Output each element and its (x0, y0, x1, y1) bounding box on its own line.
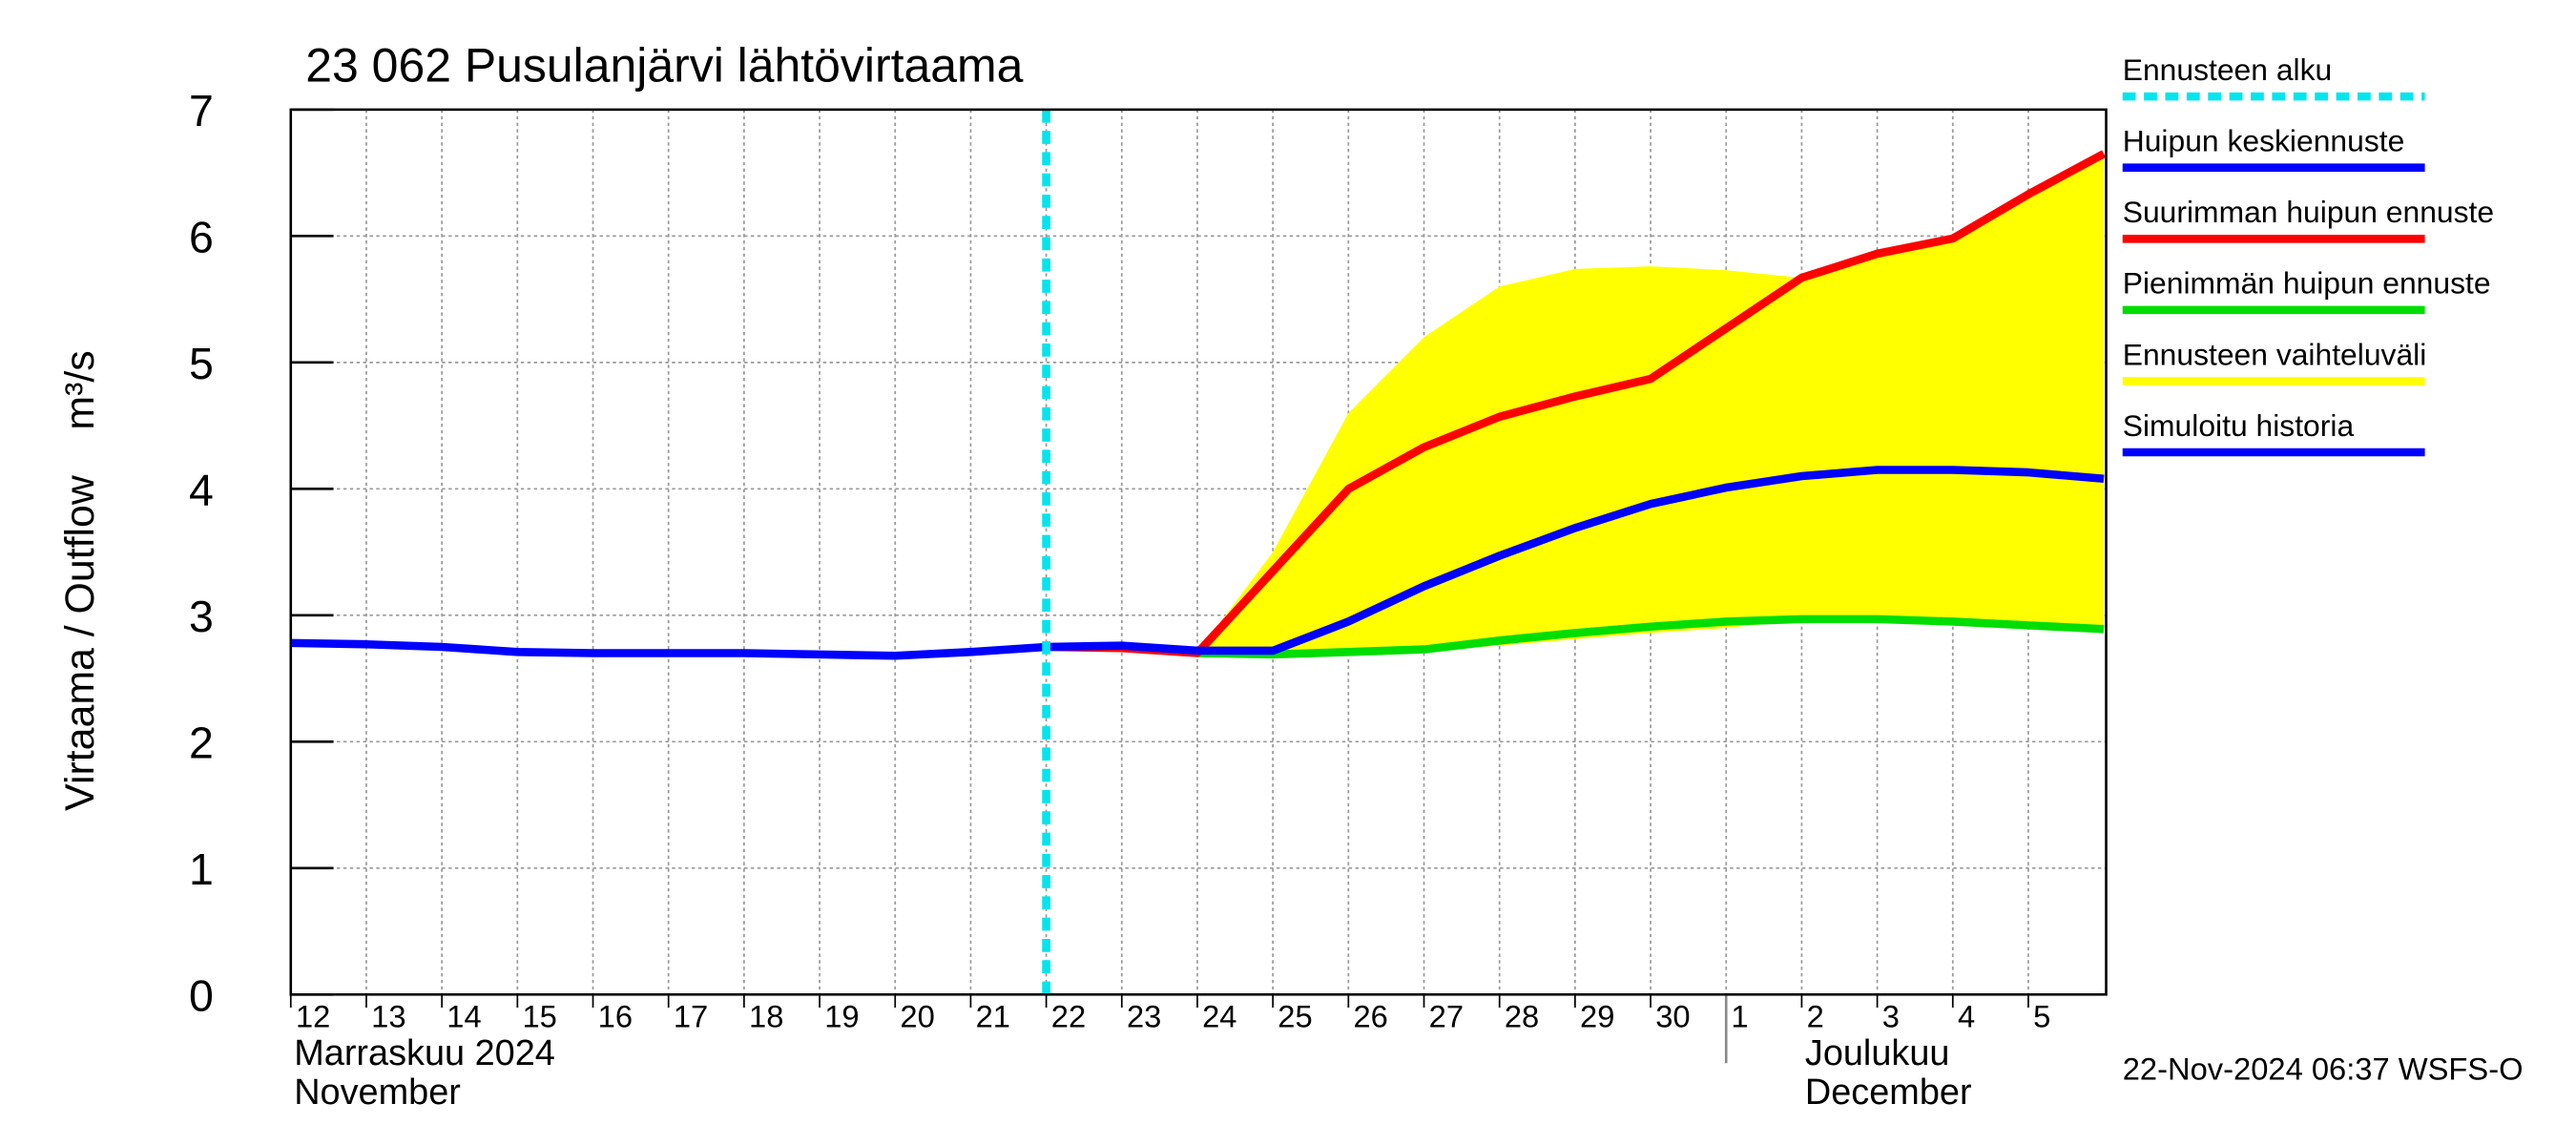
forecast-range-area (1196, 154, 2105, 657)
x-tick-label: 13 (371, 999, 405, 1034)
x-tick-label: 27 (1429, 999, 1464, 1034)
x-tick-label: 28 (1505, 999, 1539, 1034)
legend-label: Ennusteen vaihteluväli (2123, 337, 2427, 371)
series-line (1196, 466, 2105, 656)
x-tick-label: 15 (522, 999, 556, 1034)
y-tick-label: 6 (189, 213, 214, 262)
x-tick-label: 30 (1655, 999, 1690, 1034)
x-tick-label: 4 (1958, 999, 1975, 1034)
x-tick-label: 22 (1051, 999, 1086, 1034)
y-tick-label: 4 (189, 466, 214, 515)
month-label: Joulukuu (1805, 1033, 1950, 1073)
x-tick-label: 21 (976, 999, 1010, 1034)
x-tick-label: 19 (824, 999, 859, 1034)
legend-label: Huipun keskiennuste (2123, 124, 2405, 158)
legend-label: Ennusteen alku (2123, 52, 2332, 87)
x-tick-label: 23 (1127, 999, 1161, 1034)
series-line (1046, 150, 2107, 657)
legend-label: Pienimmän huipun ennuste (2123, 266, 2491, 301)
legend-label: Suurimman huipun ennuste (2123, 195, 2494, 229)
x-tick-label: 20 (900, 999, 934, 1034)
x-tick-label: 12 (296, 999, 330, 1034)
y-tick-label: 7 (189, 86, 214, 135)
plot-frame (289, 108, 2108, 996)
month-label: Marraskuu 2024 (294, 1033, 555, 1073)
x-tick-label: 29 (1580, 999, 1614, 1034)
x-tick-label: 17 (674, 999, 708, 1034)
y-tick-label: 5 (189, 339, 214, 388)
y-axis-label: Virtaama / Outflow m³/s (57, 350, 103, 810)
y-tick-label: 0 (189, 971, 214, 1021)
footer-timestamp: 22-Nov-2024 06:37 WSFS-O (2123, 1051, 2524, 1086)
chart-title: 23 062 Pusulanjärvi lähtövirtaama (305, 39, 1023, 93)
x-tick-label: 16 (598, 999, 633, 1034)
x-tick-label: 5 (2033, 999, 2050, 1034)
legend-label: Simuloitu historia (2123, 408, 2355, 443)
x-tick-label: 14 (447, 999, 481, 1034)
x-tick-label: 26 (1353, 999, 1387, 1034)
series-line (1196, 614, 2105, 659)
x-tick-label: 25 (1278, 999, 1312, 1034)
x-tick-label: 18 (749, 999, 783, 1034)
y-tick-label: 1 (189, 844, 214, 894)
x-tick-label: 3 (1882, 999, 1900, 1034)
x-tick-label: 1 (1731, 999, 1748, 1034)
month-label: December (1805, 1072, 1972, 1113)
month-label: November (294, 1072, 461, 1113)
x-tick-label: 24 (1202, 999, 1236, 1034)
y-tick-label: 2 (189, 718, 214, 768)
x-tick-label: 2 (1807, 999, 1824, 1034)
y-tick-label: 3 (189, 592, 214, 641)
